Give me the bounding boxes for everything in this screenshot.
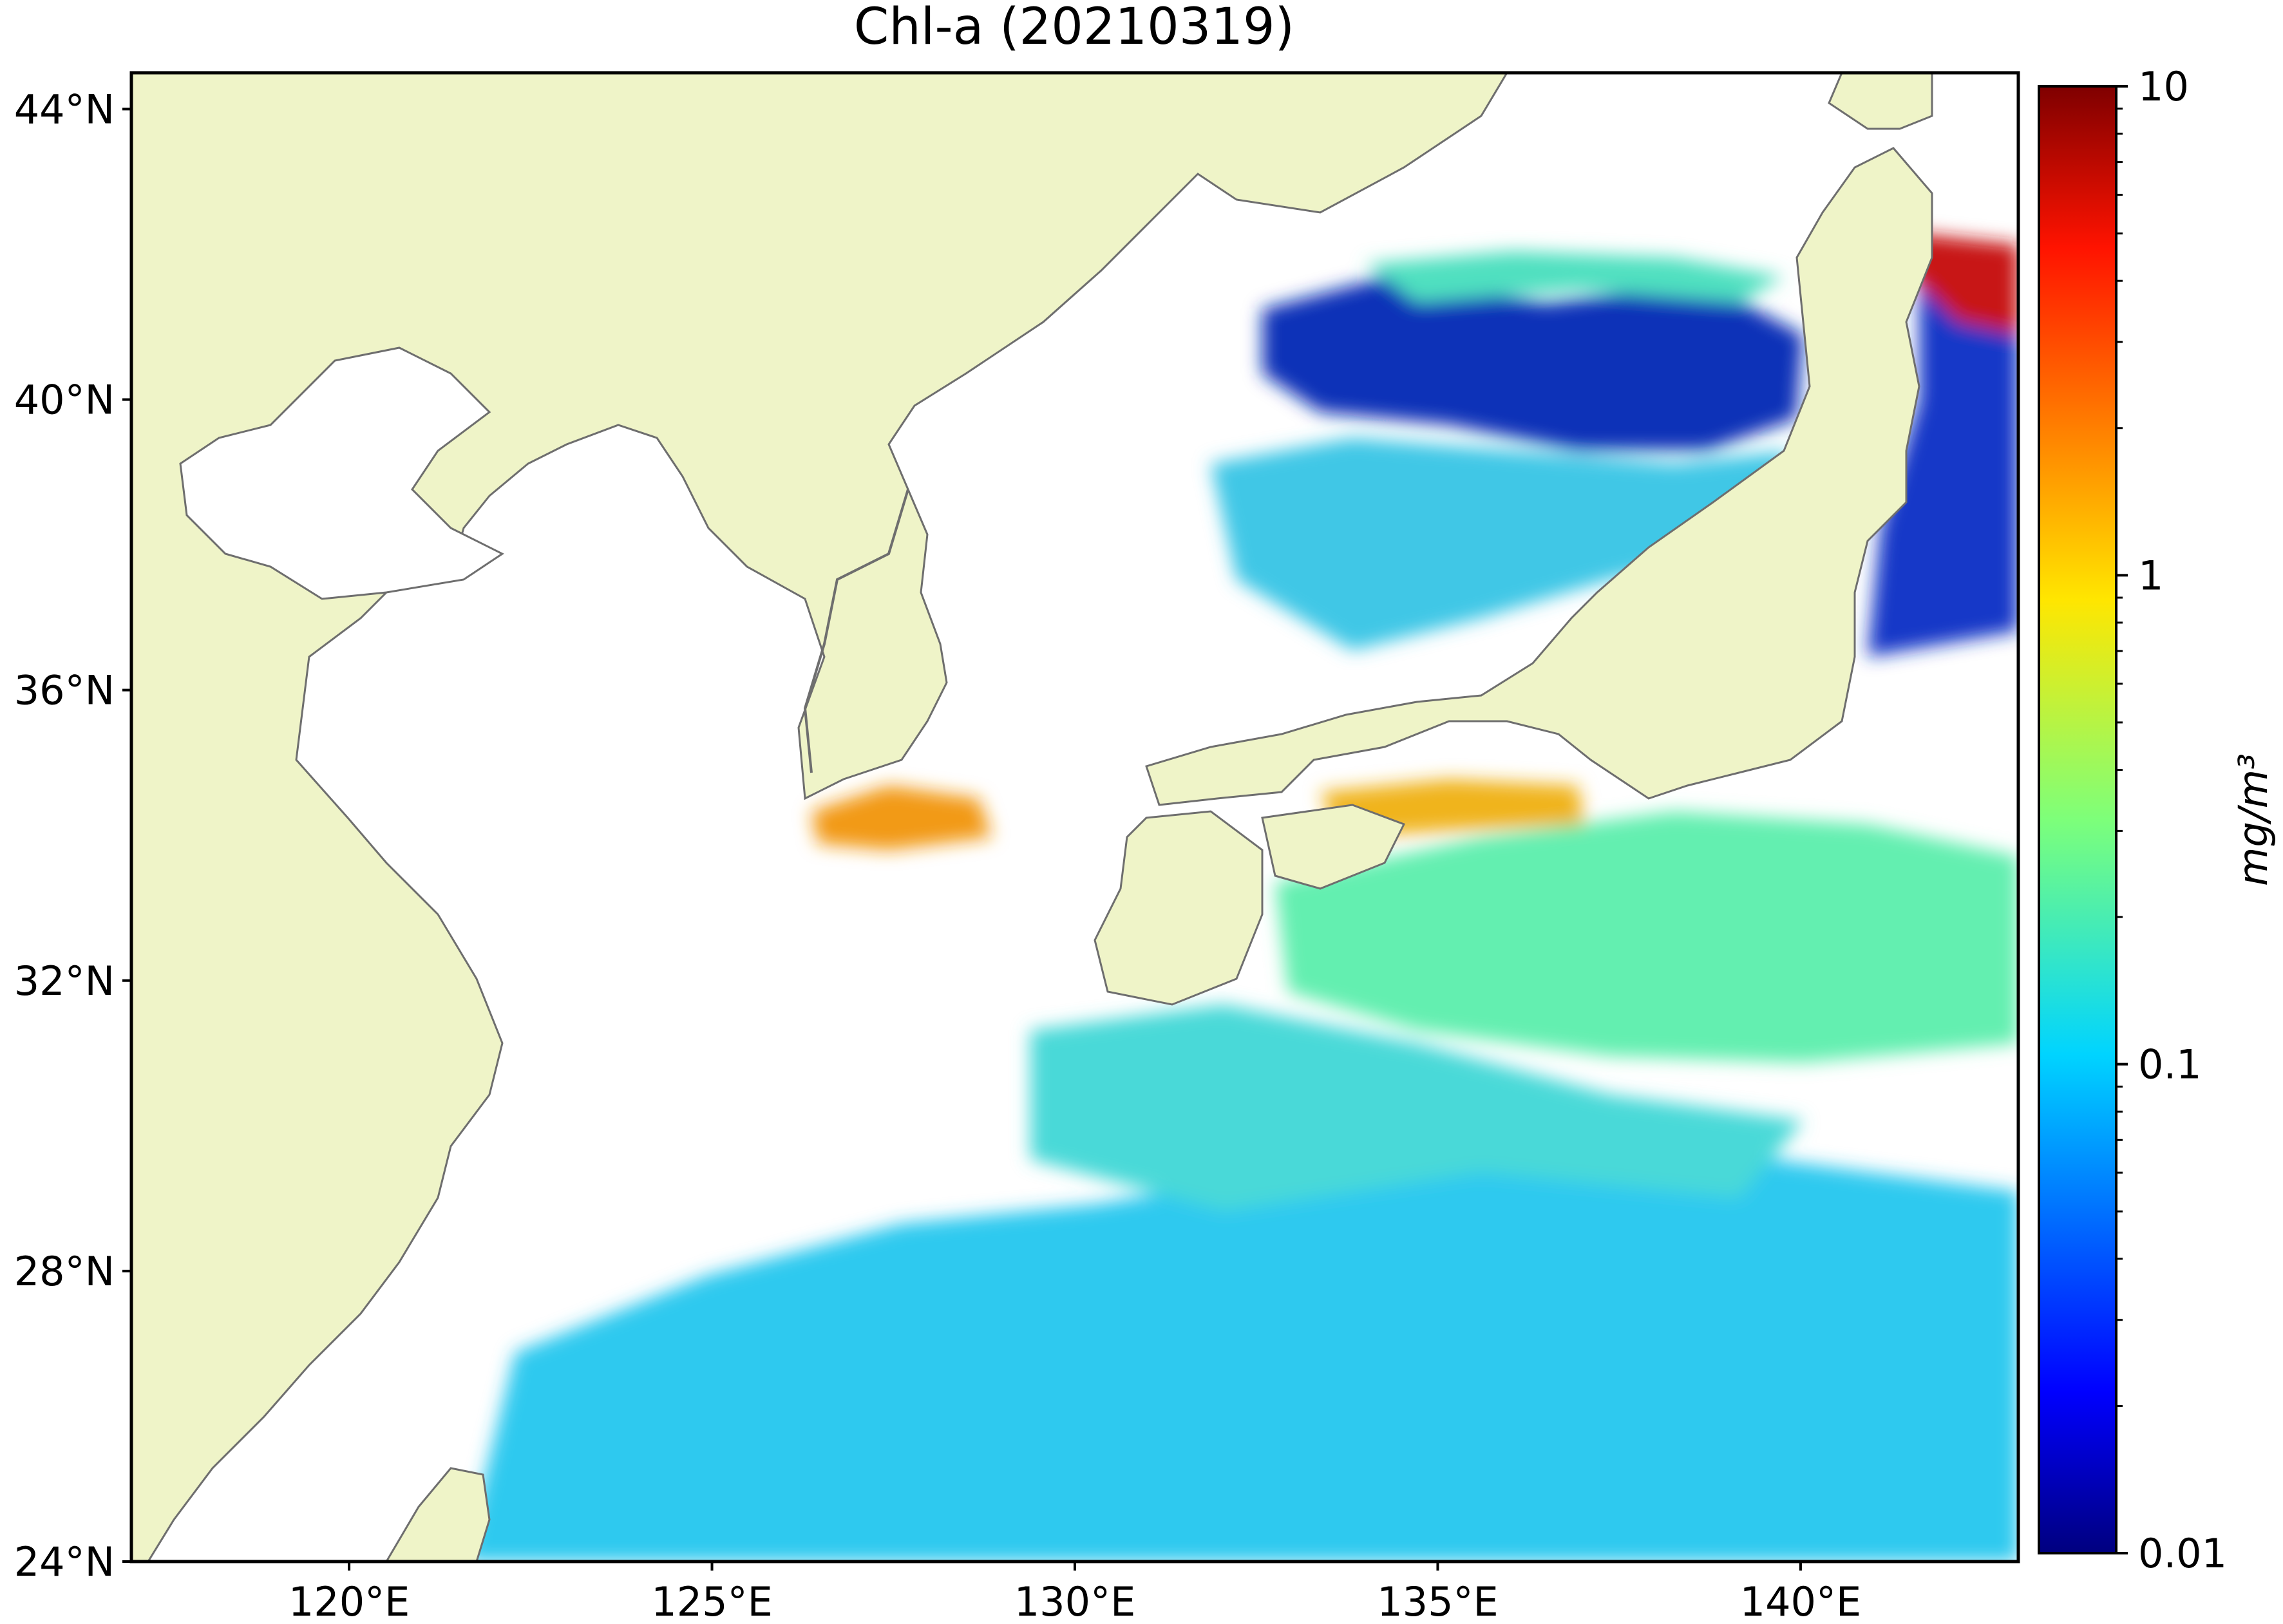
lat-tick-label: 40°N [14,377,115,424]
colorbar-gradient [2039,86,2116,1553]
colorbar-tick-label: 10 [2138,63,2189,110]
chl-patch-sea-of-japan-rim [1365,251,1784,303]
lon-tick-label: 120°E [289,1578,410,1624]
colorbar-tick-label: 0.01 [2138,1530,2227,1577]
coastline-layer [803,489,909,773]
land-honshu [1145,147,1933,806]
chl-patch-korea-strait [811,786,992,850]
map-title: Chl-a (20210319) [854,0,1294,56]
land-asian-mainland [131,73,1508,1562]
colorbar-frame [2038,85,2117,1554]
lon-tick-label: 140°E [1740,1578,1862,1624]
land-hokkaido [1828,73,1933,130]
map-plot-area [131,73,2018,1562]
land-layer [131,73,1933,1562]
lat-tick-label: 36°N [14,667,115,714]
colorbar: 10 1 0.1 0.01 mg/m³ [2038,63,2277,1577]
lat-tick-label: 24°N [14,1538,115,1585]
chlorophyll-field [464,232,2018,1562]
colorbar-tick-label: 0.1 [2138,1041,2202,1088]
lon-tick-label: 135°E [1377,1578,1499,1624]
chl-patch-subtropical-pacific [464,1140,2018,1562]
chl-patch-pacific-northeast [1868,258,2018,657]
land-taiwan [385,1467,491,1562]
chl-patch-sea-of-japan-south [1211,438,1790,650]
lon-tick-label: 125°E [651,1578,773,1624]
lat-tick-label: 28°N [14,1248,115,1295]
lat-tick-label: 32°N [14,958,115,1005]
colorbar-tick-label: 1 [2138,552,2163,599]
longitude-axis: 120°E 125°E 130°E 135°E 140°E [289,1562,1861,1624]
land-bohai-interior [179,346,504,600]
land-kyushu [1094,810,1264,1006]
land-shikoku [1261,804,1406,890]
lat-tick-label: 44°N [14,86,115,133]
coastline-west-korea [803,489,909,773]
latitude-axis: 24°N 28°N 32°N 36°N 40°N 44°N [14,86,131,1585]
chl-patch-central-pacific [1030,1005,1803,1211]
chl-patch-pacific-south-japan [1275,811,2018,1062]
colorbar-unit-label: mg/m³ [2230,753,2277,886]
chl-patch-sea-of-japan-north [1262,277,1803,451]
colorbar-ticks: 10 1 0.1 0.01 [2116,63,2227,1577]
lon-tick-label: 130°E [1014,1578,1136,1624]
